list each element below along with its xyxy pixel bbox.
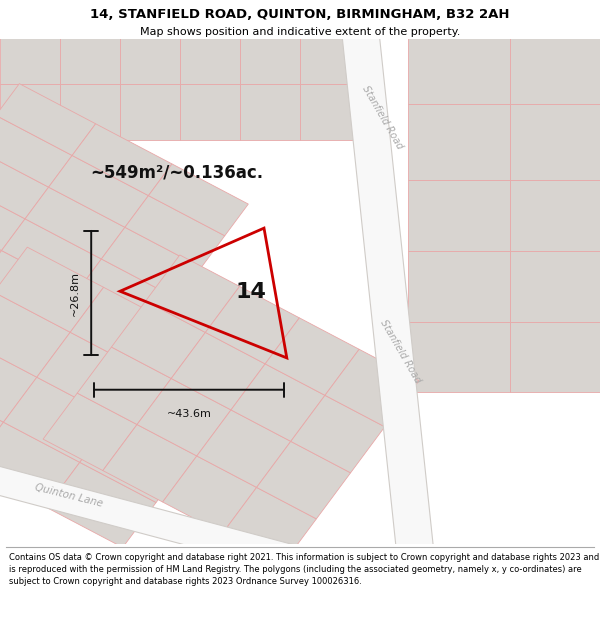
Bar (55, 291, 154, 362)
Bar (223, 488, 316, 565)
Bar (49, 156, 148, 228)
Bar (120, 29, 180, 84)
Bar (101, 228, 201, 299)
Bar (510, 180, 600, 251)
Bar (0, 382, 4, 467)
Bar (0, 211, 2, 282)
Bar (0, 29, 60, 84)
Bar (72, 124, 172, 196)
Polygon shape (0, 460, 335, 582)
Bar (0, 422, 80, 508)
Bar (0, 84, 60, 140)
Bar (510, 104, 600, 180)
Bar (163, 456, 257, 534)
Bar (103, 424, 197, 502)
Bar (70, 288, 180, 372)
Bar (60, 29, 120, 84)
Bar (510, 29, 600, 104)
Bar (0, 84, 95, 156)
Bar (137, 379, 231, 456)
Bar (0, 116, 72, 187)
Bar (0, 147, 49, 219)
Bar (60, 84, 120, 140)
Bar (510, 251, 600, 321)
Bar (78, 259, 178, 331)
Text: Stanfield Road: Stanfield Road (361, 84, 405, 151)
Bar (125, 196, 225, 268)
Bar (148, 164, 248, 236)
Bar (205, 286, 299, 364)
Bar (112, 301, 205, 379)
Bar (43, 393, 137, 471)
Polygon shape (341, 28, 436, 571)
Bar (408, 321, 510, 392)
Bar (0, 247, 104, 332)
Bar (408, 251, 510, 321)
Text: Contains OS data © Crown copyright and database right 2021. This information is : Contains OS data © Crown copyright and d… (9, 554, 599, 586)
Bar (37, 332, 146, 418)
Text: 14: 14 (235, 282, 266, 302)
Bar (240, 84, 300, 140)
Text: ~26.8m: ~26.8m (70, 271, 79, 316)
Text: 14, STANFIELD ROAD, QUINTON, BIRMINGHAM, B32 2AH: 14, STANFIELD ROAD, QUINTON, BIRMINGHAM,… (90, 8, 510, 21)
Bar (2, 219, 101, 291)
Bar (300, 29, 360, 84)
Bar (291, 396, 385, 473)
Text: Stanfield Road: Stanfield Road (379, 318, 423, 385)
Bar (180, 29, 240, 84)
Bar (25, 187, 125, 259)
Text: ~43.6m: ~43.6m (167, 409, 211, 419)
Bar (240, 29, 300, 84)
Bar (0, 251, 78, 322)
Bar (300, 84, 360, 140)
Bar (510, 321, 600, 392)
Bar (0, 292, 70, 378)
Text: Map shows position and indicative extent of the property.: Map shows position and indicative extent… (140, 27, 460, 37)
Bar (120, 84, 180, 140)
Bar (408, 29, 510, 104)
Bar (197, 410, 291, 488)
Bar (80, 418, 190, 502)
Bar (0, 337, 37, 422)
Bar (146, 255, 239, 332)
Bar (46, 462, 156, 548)
Bar (408, 180, 510, 251)
Bar (180, 84, 240, 140)
Text: Quinton Lane: Quinton Lane (34, 482, 104, 509)
Bar (146, 328, 256, 412)
Bar (113, 372, 223, 458)
Bar (325, 349, 419, 427)
Bar (257, 441, 350, 519)
Bar (265, 318, 359, 396)
Bar (231, 364, 325, 441)
Bar (0, 179, 25, 251)
Text: ~549m²/~0.136ac.: ~549m²/~0.136ac. (91, 164, 263, 182)
Bar (4, 378, 113, 462)
Bar (408, 104, 510, 180)
Bar (171, 332, 265, 410)
Bar (77, 347, 171, 424)
